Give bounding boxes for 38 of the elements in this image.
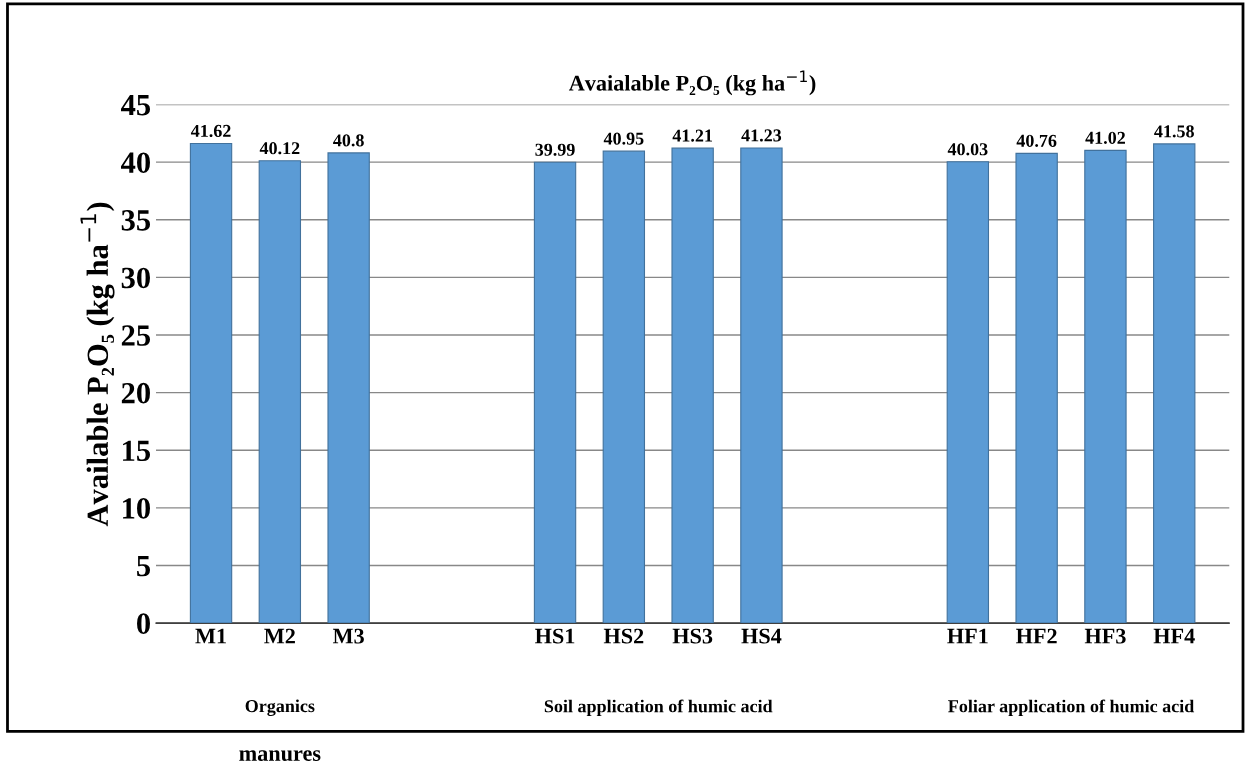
y-tick-label: 20 (121, 382, 150, 404)
data-label: 40.8 (333, 134, 364, 147)
data-label: 41.58 (1154, 125, 1194, 138)
y-tick-label: 15 (123, 440, 151, 462)
x-tick-label: HS1 (535, 628, 575, 644)
y-tick-label: 25 (121, 325, 151, 346)
data-label: 41.23 (741, 129, 782, 142)
y-tick-label: 40 (121, 152, 150, 174)
text: Organics (245, 699, 315, 716)
text: manures (239, 750, 321, 761)
data-label: 39.99 (535, 143, 575, 156)
text: Soil application of humic acid (544, 699, 773, 717)
data-label: 40.76 (1016, 134, 1057, 147)
data-label: 41.21 (672, 129, 713, 142)
y-tick-label: 0 (137, 613, 150, 634)
y-tick-label: 5 (137, 556, 151, 577)
y-axis-title: Available P₂O₅ (kg ha$^{−1}$) (80, 202, 115, 527)
x-tick-label: HF3 (1084, 628, 1126, 644)
x-tick-label: HF2 (1016, 628, 1057, 644)
data-label: 41.02 (1085, 131, 1125, 144)
x-tick-label: M2 (264, 628, 295, 644)
x-tick-label: M3 (332, 628, 364, 644)
x-tick-label: HF4 (1153, 628, 1195, 644)
y-tick-label: 30 (121, 267, 150, 289)
y-tick-label: 35 (121, 210, 151, 231)
data-label: 40.12 (259, 142, 300, 155)
x-tick-label: HS3 (672, 628, 713, 644)
data-label: 40.95 (603, 132, 644, 145)
chart-title: Avaialable P₂O₅ (kg ha$^{−1}$) (568, 70, 816, 96)
data-label: 40.03 (947, 143, 988, 156)
data-label: 41.62 (190, 124, 231, 138)
y-tick-label: 45 (121, 94, 151, 116)
x-tick-label: HF1 (947, 628, 988, 644)
x-tick-label: HS2 (603, 628, 644, 644)
x-tick-label: HS4 (741, 628, 782, 644)
x-tick-label: M1 (195, 628, 226, 644)
y-tick-label: 10 (123, 498, 150, 519)
text: Foliar application of humic acid (948, 699, 1195, 717)
